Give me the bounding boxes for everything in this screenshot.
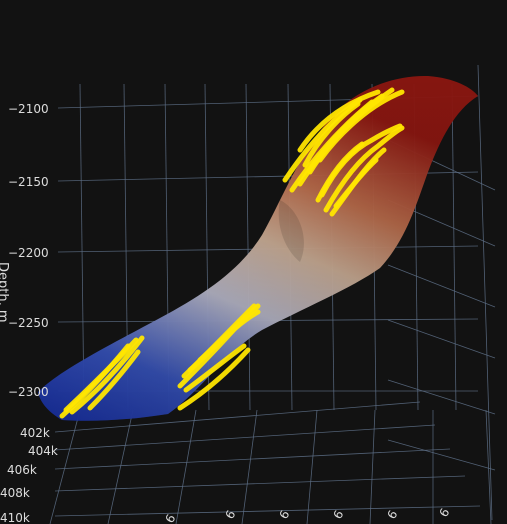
grid-line-floor <box>107 409 134 524</box>
z-tick-label: −2250 <box>8 316 49 330</box>
grid-line-floor <box>241 409 258 524</box>
grid-edge <box>477 64 493 521</box>
grid-line-floor <box>49 409 81 524</box>
well-path <box>63 337 139 413</box>
z-axis-title: Depth, m <box>0 262 10 323</box>
surface-fold <box>278 200 304 262</box>
x-tick-label: 6 <box>276 508 292 522</box>
grid-line-floor <box>369 409 376 524</box>
grid-line-floor <box>54 505 481 517</box>
well-path <box>197 309 261 363</box>
well-path <box>87 349 141 411</box>
y-tick-label: 410k <box>0 511 30 524</box>
well-path <box>297 89 381 153</box>
well-path <box>302 101 361 168</box>
well-path <box>183 343 247 393</box>
z-tick-label: −2300 <box>8 385 49 399</box>
y-tick-label: 402k <box>20 426 50 440</box>
grid-line-x <box>245 83 251 411</box>
well-path <box>315 141 365 203</box>
x-tick-label: 6 <box>222 508 238 522</box>
z-tick-label: −2200 <box>8 246 49 260</box>
surface-shade <box>38 75 478 421</box>
x-tick-label: 6 <box>384 508 400 522</box>
grid-line-right <box>387 264 496 308</box>
well-path <box>323 125 405 213</box>
x-tick-label: 6 <box>330 508 346 522</box>
grid-line-floor <box>54 475 466 492</box>
well-path <box>333 157 379 209</box>
y-tick-label: 404k <box>28 444 58 458</box>
grid-line-floor <box>485 409 492 524</box>
well-paths <box>59 87 405 419</box>
grid-line-floor <box>54 424 436 451</box>
grid-line-floor <box>306 409 318 524</box>
grid-line-x <box>79 83 85 411</box>
x-tick-label: 6 <box>162 512 178 524</box>
z-tick-label: −2150 <box>8 175 49 189</box>
grid-line-right <box>387 319 496 359</box>
well-path <box>317 89 405 163</box>
grid-line-floor <box>54 448 451 470</box>
y-tick-label: 406k <box>7 463 37 477</box>
grid-line-floor <box>54 401 421 433</box>
grid-line-right <box>387 439 496 471</box>
y-tick-label: 408k <box>0 486 30 500</box>
well-path <box>177 347 251 411</box>
x-tick-label: 6 <box>436 506 452 520</box>
well-path <box>69 335 145 415</box>
grid-line-floor <box>175 409 197 524</box>
depth-surface <box>38 75 478 421</box>
grid-line-right <box>387 379 496 415</box>
z-tick-label: −2100 <box>8 102 49 116</box>
grid-line-x <box>451 83 457 411</box>
